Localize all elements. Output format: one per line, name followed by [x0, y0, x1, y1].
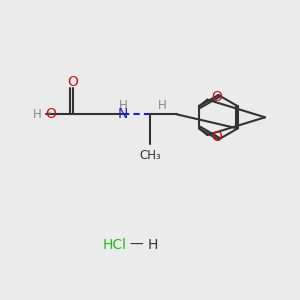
- Text: H: H: [119, 99, 128, 112]
- Text: O: O: [211, 130, 222, 144]
- Text: O: O: [45, 107, 56, 121]
- Text: —: —: [130, 238, 143, 252]
- Text: H: H: [158, 99, 166, 112]
- Text: ·: ·: [46, 105, 52, 123]
- Text: O: O: [67, 75, 78, 89]
- Text: HCl: HCl: [102, 238, 126, 252]
- Text: N: N: [118, 107, 128, 121]
- Text: CH₃: CH₃: [139, 148, 161, 161]
- Text: H: H: [148, 238, 158, 252]
- Text: H: H: [33, 108, 41, 121]
- Text: O: O: [211, 90, 222, 104]
